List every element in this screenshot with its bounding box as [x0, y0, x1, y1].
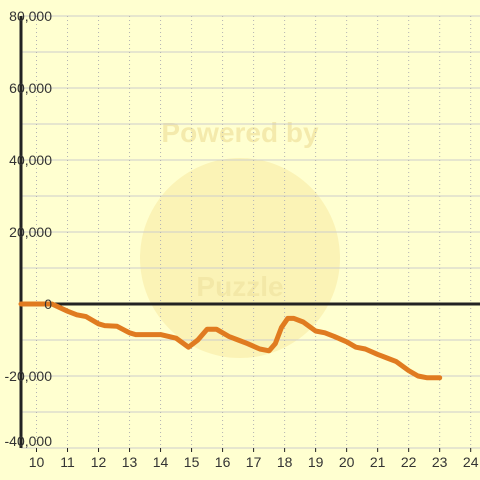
series: [18, 301, 443, 381]
series-line: [18, 301, 443, 381]
y-tick-label: 0: [44, 296, 52, 312]
y-tick-label: 80,000: [9, 8, 52, 24]
x-tick-label: 17: [246, 454, 262, 470]
x-tick-label: 19: [308, 454, 324, 470]
x-tick-label: 11: [60, 454, 75, 470]
y-tick-label: 20,000: [9, 224, 52, 240]
x-tick-label: 24: [463, 454, 479, 470]
x-tick-label: 20: [339, 454, 355, 470]
x-tick-label: 10: [29, 454, 45, 470]
grid: [21, 15, 480, 449]
x-tick-label: 15: [184, 454, 200, 470]
x-tick-label: 18: [277, 454, 293, 470]
x-tick-label: 22: [401, 454, 417, 470]
axes: [19, 16, 480, 452]
x-tick-label: 14: [153, 454, 169, 470]
watermark-line1: Powered by: [161, 117, 319, 148]
watermark: Powered by Puzzle: [140, 117, 340, 358]
y-tick-label: -40,000: [5, 433, 53, 449]
tick-labels: -40,000 -20,000 0 20,000 40,000 60,000 80,000 1…: [5, 8, 479, 470]
x-tick-label: 21: [370, 454, 386, 470]
watermark-logo: [140, 158, 340, 358]
y-tick-label: -20,000: [5, 368, 53, 384]
x-tick-label: 13: [122, 454, 138, 470]
x-tick-label: 16: [215, 454, 231, 470]
watermark-line2: Puzzle: [196, 271, 283, 302]
y-tick-label: 60,000: [9, 80, 52, 96]
x-tick-label: 12: [91, 454, 107, 470]
y-tick-label: 40,000: [9, 152, 52, 168]
x-tick-label: 23: [432, 454, 448, 470]
